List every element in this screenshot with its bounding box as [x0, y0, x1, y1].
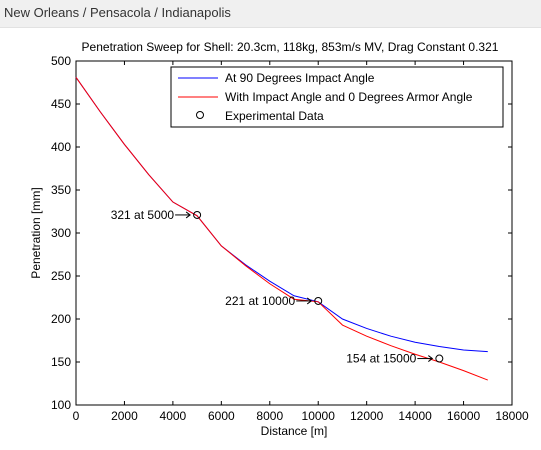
y-tick-label: 250	[51, 269, 71, 283]
experimental-point	[193, 210, 202, 219]
legend: At 90 Degrees Impact Angle With Impact A…	[170, 66, 504, 128]
experimental-point-label: 221 at 10000	[225, 294, 295, 308]
series-line-armor0	[75, 77, 488, 381]
figure: Penetration Sweep for Shell: 20.3cm, 118…	[0, 28, 541, 445]
experimental-point	[314, 296, 323, 305]
window-titlebar: New Orleans / Pensacola / Indianapolis	[0, 0, 541, 28]
legend-label-series-armor0: With Impact Angle and 0 Degrees Armor An…	[225, 90, 473, 104]
x-axis-label: Distance [m]	[261, 424, 328, 438]
x-tick-label: 16000	[447, 409, 481, 423]
y-tick-label: 100	[51, 398, 71, 412]
experimental-point	[435, 354, 444, 363]
penetration-chart: Penetration Sweep for Shell: 20.3cm, 118…	[29, 40, 529, 438]
experimental-points: 321 at 5000 221 at 10000 154 at 15000	[111, 208, 444, 366]
x-tick-label: 2000	[111, 409, 138, 423]
x-tick-label: 4000	[160, 409, 187, 423]
y-tick-label: 400	[51, 140, 71, 154]
y-axis: 100 150 200 250 300 350 400 450 500	[51, 54, 512, 412]
y-tick-label: 150	[51, 355, 71, 369]
legend-box	[170, 66, 504, 128]
chart-title: Penetration Sweep for Shell: 20.3cm, 118…	[82, 40, 499, 54]
experimental-point-label: 154 at 15000	[346, 352, 416, 366]
y-axis-label: Penetration [mm]	[29, 187, 43, 278]
legend-label-series-90: At 90 Degrees Impact Angle	[225, 71, 375, 85]
annotation-arrowhead	[428, 355, 434, 362]
legend-label-experimental: Experimental Data	[225, 109, 324, 123]
x-axis: 0 2000 4000 6000 8000 10000 12000 14000 16000 180…	[73, 61, 529, 423]
x-tick-label: 12000	[350, 409, 384, 423]
series-layer	[75, 77, 488, 381]
x-tick-label: 8000	[256, 409, 283, 423]
annotation-arrowhead	[306, 297, 313, 305]
annotation-arrowhead	[185, 211, 191, 219]
y-tick-label: 300	[51, 226, 71, 240]
y-tick-label: 500	[51, 54, 71, 68]
experimental-point-label: 321 at 5000	[111, 208, 175, 222]
x-tick-label: 14000	[398, 409, 432, 423]
window-title: New Orleans / Pensacola / Indianapolis	[4, 5, 231, 20]
x-tick-label: 6000	[208, 409, 235, 423]
y-tick-label: 350	[51, 183, 71, 197]
y-tick-label: 450	[51, 97, 71, 111]
legend-marker-experimental	[196, 111, 204, 119]
x-tick-label: 10000	[302, 409, 336, 423]
x-tick-label: 18000	[495, 409, 529, 423]
x-tick-label: 0	[73, 409, 80, 423]
y-tick-label: 200	[51, 312, 71, 326]
